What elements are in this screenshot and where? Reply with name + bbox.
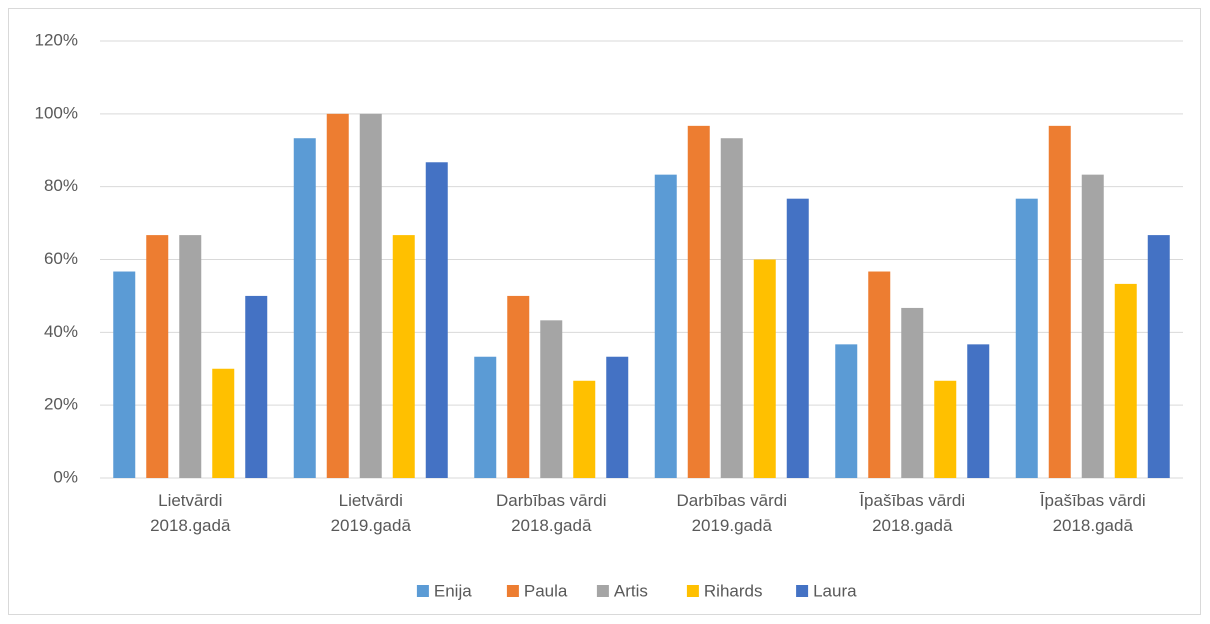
- bar: [146, 235, 169, 478]
- legend-swatch: [416, 585, 429, 597]
- legend-label: Rihards: [704, 581, 763, 600]
- legend-label: Laura: [813, 581, 857, 600]
- bar: [687, 125, 710, 478]
- legend-label: Enija: [434, 581, 472, 600]
- legend-label: Artis: [614, 581, 648, 600]
- bar: [606, 356, 629, 478]
- bar: [573, 380, 596, 478]
- x-tick-label-box: Īpašības vārdi 2018.gadā: [859, 491, 966, 535]
- bar: [753, 259, 776, 478]
- bar: [425, 162, 448, 478]
- x-tick-label: Lietvārdi 2018.gadā: [150, 491, 231, 535]
- x-tick-label: Darbības vārdi 2019.gadā: [676, 491, 788, 535]
- bar: [1114, 283, 1137, 478]
- bar: [1015, 198, 1038, 478]
- x-tick-label: Īpašības vārdi 2018.gadā: [859, 491, 966, 535]
- bar: [654, 174, 677, 478]
- bar: [967, 344, 990, 478]
- y-tick-label: 0%: [53, 467, 78, 486]
- bar: [245, 295, 268, 478]
- x-tick-label: Lietvārdi 2019.gadā: [330, 491, 411, 535]
- bar: [1147, 235, 1170, 478]
- legend-swatch: [506, 585, 519, 597]
- x-tick-label: Darbības vārdi 2018.gadā: [495, 491, 607, 535]
- bar: [1048, 125, 1071, 478]
- y-tick-label: 100%: [35, 103, 78, 122]
- bar: [540, 320, 563, 478]
- bar: [359, 113, 382, 478]
- y-tick-label: 20%: [44, 395, 78, 414]
- bar: [835, 344, 858, 478]
- bar: [179, 235, 202, 478]
- bar: [113, 271, 136, 478]
- bar: [720, 138, 743, 479]
- bar: [901, 307, 924, 478]
- bar: [786, 198, 809, 478]
- y-tick-label: 40%: [44, 322, 78, 341]
- bar: [868, 271, 891, 478]
- x-tick-label-box: Darbības vārdi 2019.gadā: [676, 491, 788, 535]
- bar: [293, 138, 316, 479]
- chart-border: [8, 8, 1201, 615]
- legend-label: Paula: [524, 581, 568, 600]
- legend-swatch: [796, 585, 809, 597]
- bar: [326, 113, 349, 478]
- bar: [212, 368, 235, 478]
- bar: [392, 235, 415, 478]
- x-tick-label: Īpašības vārdi 2018.gadā: [1039, 491, 1146, 535]
- bar: [507, 295, 530, 478]
- y-tick-label: 60%: [44, 249, 78, 268]
- x-tick-label-box: Īpašības vārdi 2018.gadā: [1039, 491, 1146, 535]
- y-tick-label: 120%: [35, 30, 78, 49]
- x-tick-label-box: Lietvārdi 2018.gadā: [150, 491, 231, 535]
- bar: [934, 380, 957, 478]
- legend-swatch: [686, 585, 699, 597]
- bar: [1081, 174, 1104, 478]
- x-tick-label-box: Lietvārdi 2019.gadā: [330, 491, 411, 535]
- x-tick-label-box: Darbības vārdi 2018.gadā: [495, 491, 607, 535]
- y-tick-label: 80%: [44, 176, 78, 195]
- bar: [474, 356, 497, 478]
- legend-swatch: [596, 585, 609, 597]
